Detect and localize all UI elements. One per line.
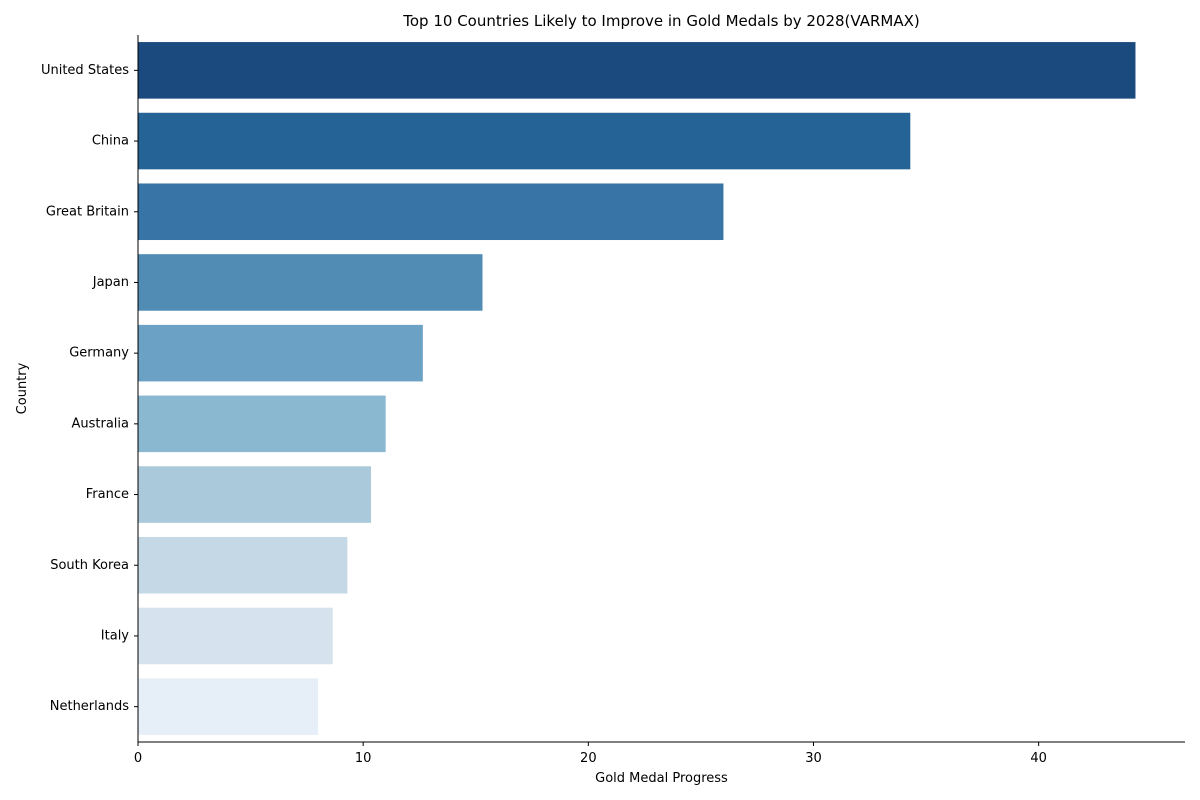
bar-italy — [138, 607, 333, 665]
bar-china — [138, 112, 911, 170]
bar-great-britain — [138, 183, 724, 241]
y-tick-label: France — [86, 487, 129, 502]
y-tick-label: Germany — [69, 346, 129, 361]
x-tick-label: 20 — [580, 751, 597, 766]
bar-france — [138, 466, 372, 523]
x-tick-label: 30 — [805, 751, 822, 766]
x-tick-label: 40 — [1030, 751, 1047, 766]
bars-group — [138, 42, 1136, 735]
y-tick-label: South Korea — [50, 558, 129, 573]
y-tick-label: Australia — [71, 416, 129, 431]
chart-title: Top 10 Countries Likely to Improve in Go… — [402, 12, 919, 30]
y-axis-ticks: United States China Great Britain Japan Germ… — [41, 63, 138, 714]
bar-germany — [138, 324, 423, 382]
x-axis-label: Gold Medal Progress — [595, 771, 728, 786]
x-tick-label: 0 — [134, 751, 142, 766]
y-tick-label: Italy — [101, 628, 130, 643]
y-tick-label: United States — [41, 63, 129, 78]
bar-south-korea — [138, 536, 348, 594]
y-axis-label: Country — [15, 362, 30, 414]
y-tick-label: China — [92, 134, 129, 149]
x-axis-ticks: 0 10 20 30 40 — [134, 742, 1047, 766]
bar-united-states — [138, 42, 1136, 99]
y-tick-label: Great Britain — [46, 204, 129, 219]
x-tick-label: 10 — [355, 751, 372, 766]
bar-netherlands — [138, 678, 319, 735]
bar-japan — [138, 254, 483, 311]
y-tick-label: Netherlands — [50, 699, 129, 714]
y-tick-label: Japan — [92, 275, 129, 290]
bar-australia — [138, 395, 386, 453]
